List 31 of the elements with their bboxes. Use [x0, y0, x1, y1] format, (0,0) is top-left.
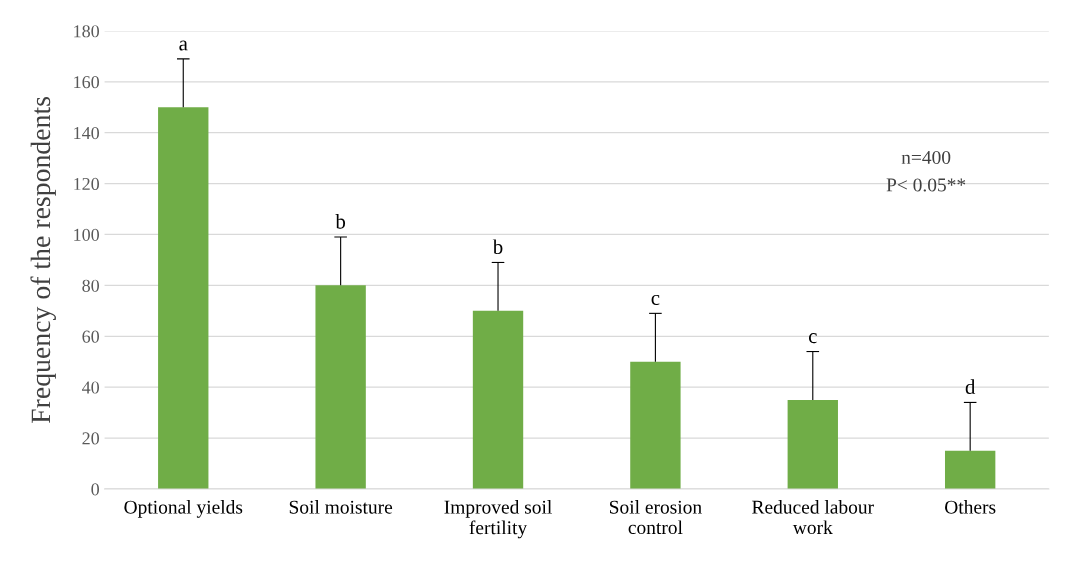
annotation: c — [651, 294, 660, 305]
y-tick-label: 80 — [82, 279, 100, 292]
bar — [158, 107, 209, 489]
y-tick-label: 120 — [74, 177, 100, 191]
x-tick-label: Improved soil fertility — [444, 500, 552, 539]
y-tick-label: 20 — [82, 432, 100, 445]
y-tick-label: 140 — [74, 126, 100, 140]
annotation: P< 0.05** — [886, 178, 966, 192]
annotation: b — [335, 213, 346, 229]
bar — [787, 399, 838, 489]
x-tick-label: Soil moisture — [289, 500, 393, 514]
annotation: b — [492, 239, 503, 255]
y-tick-label: 180 — [74, 25, 100, 38]
x-tick-label: Reduced labour work — [752, 500, 874, 535]
y-axis-title: Frequency of the respondents — [30, 97, 56, 424]
bar — [472, 310, 524, 489]
y-tick-label: 0 — [91, 483, 100, 496]
y-tick-label: 160 — [74, 76, 100, 89]
bar — [315, 285, 366, 489]
y-tick-label: 40 — [82, 381, 100, 394]
x-tick-label: Soil erosion control — [609, 500, 702, 535]
annotation: c — [808, 333, 817, 344]
annotation: a — [179, 40, 188, 51]
bar — [630, 361, 681, 489]
bar — [944, 450, 996, 489]
x-tick-label: Optional yields — [124, 500, 243, 518]
y-tick-label: 60 — [82, 330, 100, 343]
y-tick-label: 100 — [74, 228, 100, 241]
annotation: d — [965, 379, 976, 395]
x-tick-label: Others — [945, 500, 996, 514]
annotation: n=400 — [901, 150, 951, 165]
